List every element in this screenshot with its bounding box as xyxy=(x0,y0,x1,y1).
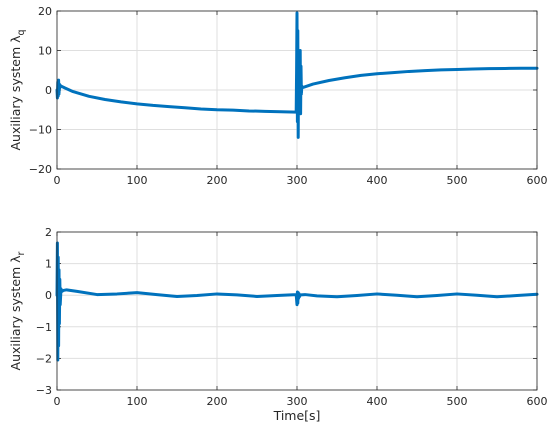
top-plot-y-label: Auxiliary system λq xyxy=(8,29,27,150)
bottom-plot-x-tick-label: 0 xyxy=(54,395,61,408)
bottom-plot-y-tick-label: −3 xyxy=(36,384,52,397)
top-plot-series-line xyxy=(55,11,539,139)
top-plot-panel: 0 100 200 300 400 500 600 −20 −10 0 10 20 Auxiliar… xyxy=(8,5,548,187)
top-plot-x-tick-label: 0 xyxy=(54,174,61,187)
bottom-plot-y-ticks: −3 −2 −1 0 1 2 xyxy=(36,226,537,397)
bottom-plot-x-label: Time[s] xyxy=(273,408,321,423)
bottom-plot-y-label: Auxiliary system λr xyxy=(8,251,27,370)
top-plot-y-tick-label: −20 xyxy=(29,163,52,176)
top-plot-x-tick-label: 400 xyxy=(367,174,388,187)
top-plot-x-tick-label: 300 xyxy=(287,174,308,187)
bottom-plot-x-tick-label: 500 xyxy=(447,395,468,408)
top-plot-y-tick-label: −10 xyxy=(29,124,52,137)
bottom-plot-x-tick-label: 300 xyxy=(287,395,308,408)
top-plot-y-tick-label: 10 xyxy=(38,45,52,58)
bottom-plot-panel: 0 100 200 300 400 500 600 −3 −2 −1 0 1 2 Auxiliary … xyxy=(8,226,548,423)
bottom-plot-y-tick-label: −1 xyxy=(36,321,52,334)
top-plot-y-tick-label: 20 xyxy=(38,5,52,18)
bottom-plot-x-tick-label: 400 xyxy=(367,395,388,408)
bottom-plot-x-tick-label: 600 xyxy=(527,395,548,408)
top-plot-frame xyxy=(56,10,538,170)
bottom-plot-frame xyxy=(56,231,538,391)
top-plot-x-tick-label: 500 xyxy=(447,174,468,187)
top-plot-x-tick-label: 200 xyxy=(207,174,228,187)
top-plot-y-tick-label: 0 xyxy=(45,84,52,97)
bottom-plot-grid xyxy=(56,231,538,391)
top-plot-x-tick-label: 100 xyxy=(127,174,148,187)
bottom-plot-y-tick-label: 2 xyxy=(45,226,52,239)
bottom-plot-x-tick-label: 200 xyxy=(207,395,228,408)
bottom-plot-series-line xyxy=(55,241,539,362)
bottom-plot-y-tick-label: 1 xyxy=(45,258,52,271)
bottom-plot-y-tick-label: −2 xyxy=(36,352,52,365)
top-plot-x-tick-label: 600 xyxy=(527,174,548,187)
bottom-plot-x-ticks: 0 100 200 300 400 500 600 xyxy=(54,232,548,408)
bottom-plot-y-tick-label: 0 xyxy=(45,289,52,302)
bottom-plot-x-tick-label: 100 xyxy=(127,395,148,408)
top-plot-y-ticks: −20 −10 0 10 20 xyxy=(29,5,537,176)
